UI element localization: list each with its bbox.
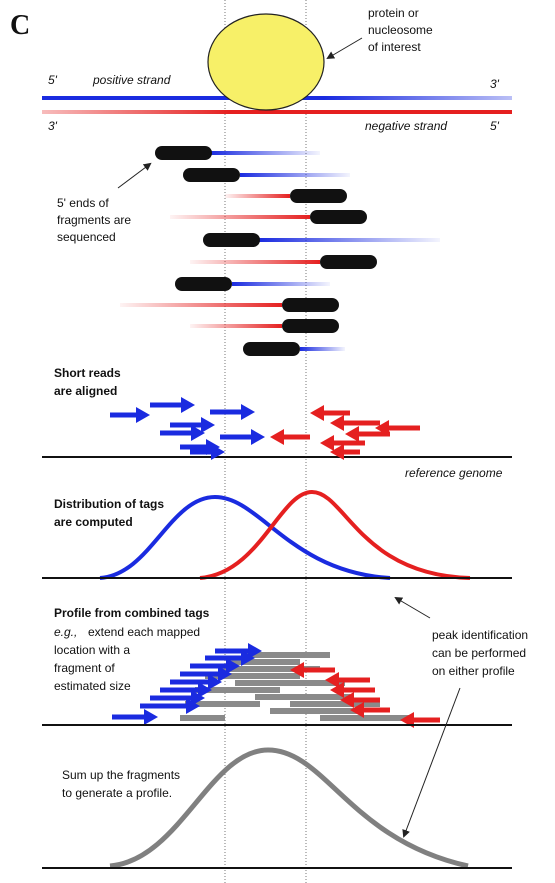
extended-fragment [270, 708, 360, 714]
peak-note: can be performed [432, 646, 526, 660]
read-arrow-head [136, 407, 150, 423]
strand-end: 3' [490, 77, 500, 91]
extended-fragment [320, 715, 410, 721]
fragment-tail [225, 194, 290, 198]
read-arrow-head [320, 435, 334, 451]
read-arrow-head [330, 415, 344, 431]
strand-end: 3' [48, 119, 58, 133]
fragment-tail [300, 347, 345, 351]
protein-label: of interest [368, 40, 421, 54]
read-arrow-head [144, 709, 158, 725]
read-arrow-head [241, 404, 255, 420]
strand-end: 5' [490, 119, 500, 133]
extended-fragment [180, 715, 225, 721]
fragment-read [175, 277, 232, 291]
fragment-read [183, 168, 240, 182]
protein-label: nucleosome [368, 23, 433, 37]
pointer [396, 598, 430, 618]
strand-label: positive strand [92, 73, 171, 87]
fragments-label: 5' ends of [57, 196, 109, 210]
step-title: are computed [54, 515, 133, 529]
fragment-tail [120, 303, 282, 307]
profile-note: location with a [54, 643, 130, 657]
fragment-tail [190, 324, 282, 328]
profile-note: extend each mapped [88, 625, 200, 639]
fragment-read [310, 210, 367, 224]
read-arrow-head [270, 429, 284, 445]
read-arrow-head [251, 429, 265, 445]
pointer [328, 38, 362, 58]
negative-strand [42, 110, 512, 114]
fragment-tail [190, 260, 320, 264]
extended-fragment [255, 694, 350, 700]
protein [208, 14, 324, 110]
fragment-tail [170, 215, 310, 219]
peak-note: on either profile [432, 664, 515, 678]
fragments-label: sequenced [57, 230, 116, 244]
step-title: Distribution of tags [54, 497, 164, 511]
fragment-tail [258, 238, 440, 242]
read-arrow-head [181, 397, 195, 413]
profile-note: fragment of [54, 661, 115, 675]
fragment-read [243, 342, 300, 356]
read-arrow-head [345, 426, 359, 442]
fragments-label: fragments are [57, 213, 131, 227]
fragment-tail [240, 173, 350, 177]
sum-note: Sum up the fragments [62, 768, 180, 782]
strand-label: negative strand [365, 119, 447, 133]
pointer [118, 164, 150, 188]
read-arrow-head [310, 405, 324, 421]
fragment-read [320, 255, 377, 269]
fragment-read [203, 233, 260, 247]
fragment-tail [210, 151, 320, 155]
fragment-read [155, 146, 212, 160]
panel-label: C [10, 10, 30, 41]
step-title: are aligned [54, 384, 117, 398]
diagram: C 5' positive strand 3' 3' negative stra… [0, 0, 555, 883]
step-title: Short reads [54, 366, 121, 380]
protein-label: protein or [368, 6, 419, 20]
fragment-read [290, 189, 347, 203]
profile-note: e.g., [54, 625, 77, 639]
fragment-read [282, 298, 339, 312]
step-title: Profile from combined tags [54, 606, 210, 620]
reference-label: reference genome [405, 466, 503, 480]
fragment-read [282, 319, 339, 333]
profile-note: estimated size [54, 679, 131, 693]
read-arrow-head [201, 417, 215, 433]
fragment-tail [232, 282, 330, 286]
peak-note: peak identification [432, 628, 528, 642]
strand-end: 5' [48, 73, 58, 87]
pointer [404, 688, 460, 836]
sum-note: to generate a profile. [62, 786, 172, 800]
